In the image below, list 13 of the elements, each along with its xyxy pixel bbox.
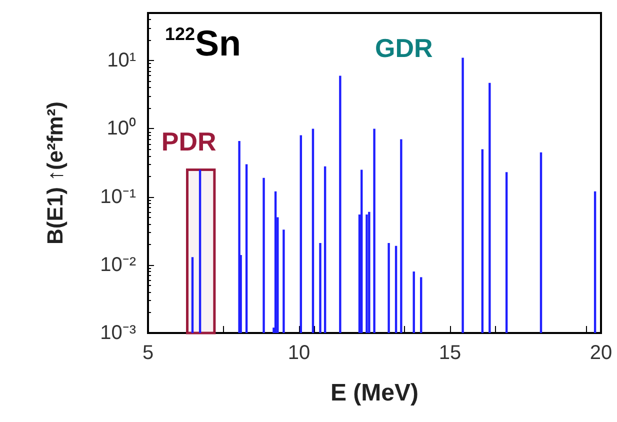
- y-tick-label: 10⁰: [106, 116, 136, 140]
- x-tick-label: 20: [590, 342, 612, 364]
- band-label: PDR: [161, 126, 217, 157]
- y-axis-title: B(E1) ↑(e²fm²): [42, 102, 68, 244]
- x-tick-label: 15: [438, 342, 462, 364]
- x-tick-label: 10: [288, 342, 310, 364]
- y-tick-label: 10⁻¹: [100, 186, 136, 208]
- annotation: GDR: [375, 33, 433, 63]
- y-tick-label: 10¹: [107, 50, 136, 72]
- x-tick-label: 5: [142, 342, 154, 364]
- y-tick-label: 10⁻²: [100, 254, 136, 276]
- x-axis-title: E (MeV): [330, 380, 419, 406]
- y-tick-label: 10⁻³: [100, 322, 136, 344]
